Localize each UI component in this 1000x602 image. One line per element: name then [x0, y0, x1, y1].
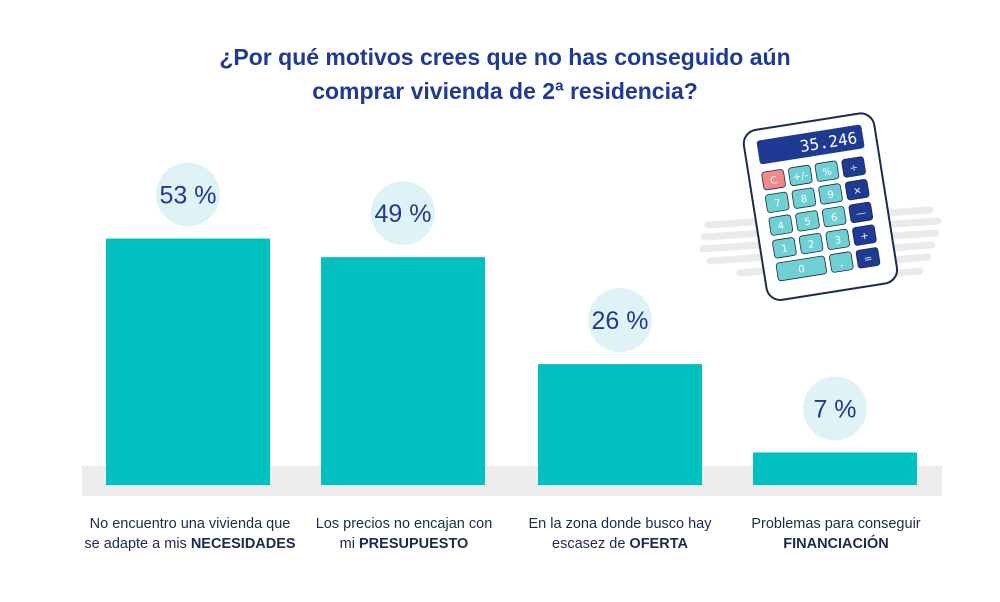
category-label-3-line-2: escasez de	[552, 536, 630, 552]
calc-key-14	[825, 228, 850, 250]
calc-key-label-14: 3	[834, 235, 842, 247]
category-label-2: Los precios no encajan con mi PRESUPUEST…	[284, 514, 524, 554]
category-label-1-line-1: No encuentro una vivienda que	[89, 516, 291, 532]
value-label-4: 7 %	[813, 395, 856, 423]
calc-key-label-0: C	[770, 175, 779, 187]
category-label-2-keyword: PRESUPUESTO	[359, 536, 469, 552]
title-line-1: ¿Por qué motivos crees que no has conseg…	[219, 44, 791, 70]
value-label-1: 53 %	[160, 182, 217, 210]
calc-key-label-2: %	[822, 167, 833, 179]
calc-key-label-12: 1	[781, 243, 789, 255]
calc-key-9	[795, 210, 820, 232]
title-line-2: comprar vivienda de 2ª residencia?	[312, 78, 698, 104]
calc-key-label-7: ×	[852, 185, 862, 197]
calc-key-label-4: 7	[773, 198, 781, 210]
bar-1	[106, 238, 270, 485]
calc-key-8	[768, 214, 794, 236]
calc-key-17	[829, 251, 854, 273]
calc-key-18	[855, 247, 881, 269]
category-label-2-line-2: mi	[339, 536, 359, 552]
value-label-3: 26 %	[592, 307, 649, 335]
category-label-4-line-1: Problemas para conseguir	[751, 516, 921, 532]
calc-key-label-10: 6	[830, 212, 838, 224]
category-label-1-keyword: NECESIDADES	[190, 536, 296, 552]
calc-key-10	[821, 206, 847, 228]
category-label-1: No encuentro una vivienda que se adapte …	[70, 514, 310, 554]
calc-key-15	[852, 224, 877, 246]
calc-key-0	[761, 169, 786, 191]
calc-key-label-3: ÷	[849, 162, 859, 174]
bar-3	[538, 364, 702, 485]
value-bubble-1	[156, 162, 220, 227]
calculator-screen	[756, 124, 865, 165]
value-label-2: 49 %	[375, 200, 432, 228]
calc-key-4	[764, 191, 790, 213]
chart-title: ¿Por qué motivos crees que no has conseg…	[0, 40, 1000, 108]
category-label-4: Problemas para conseguir FINANCIACIÓN	[716, 514, 956, 554]
category-label-1-line-2: se adapte a mis	[84, 536, 191, 552]
calc-key-label-11: —	[855, 208, 867, 220]
calc-key-6	[818, 183, 843, 205]
value-bubble-4	[803, 376, 867, 441]
calc-key-1	[788, 164, 813, 187]
category-label-3: En la zona donde busco hay escasez de OF…	[500, 514, 740, 554]
bar-4	[753, 452, 917, 485]
category-label-3-keyword: OFERTA	[629, 536, 688, 552]
calculator-body-group: 35.246 C +/-% ÷7 8 9 ×4 5 6 —1 2 3 +0, =	[742, 112, 899, 301]
calc-key-label-16: 0	[798, 264, 806, 276]
calc-key-2	[814, 160, 840, 182]
calc-key-label-1: +/-	[792, 170, 809, 183]
calc-key-label-6: 9	[827, 189, 835, 201]
calc-key-16	[775, 255, 827, 282]
calc-key-label-15: +	[860, 231, 870, 243]
calc-key-label-17: ,	[839, 258, 844, 269]
category-label-3-line-1: En la zona donde busco hay	[528, 516, 712, 532]
calculator-keypad: C +/-% ÷ 7 8 9 × 4 5 6 — 1 2 3 +0, =	[761, 156, 881, 282]
calc-key-5	[791, 187, 817, 209]
value-bubble-2	[371, 181, 435, 246]
calc-key-3	[841, 156, 866, 178]
calc-key-12	[772, 237, 797, 259]
value-bubble-3	[588, 288, 652, 353]
bar-2	[321, 257, 485, 485]
calc-key-label-9: 5	[804, 216, 812, 228]
calculator-illustration: 35.246 C +/-% ÷7 8 9 ×4 5 6 —1 2 3 +0, =	[700, 112, 942, 301]
calc-key-label-5: 8	[800, 194, 808, 206]
calc-key-label-13: 2	[807, 239, 815, 251]
category-label-4-keyword: FINANCIACIÓN	[783, 536, 889, 552]
calc-key-11	[848, 201, 874, 224]
calc-key-13	[798, 233, 824, 255]
calc-key-label-8: 4	[777, 221, 785, 233]
calc-key-7	[844, 179, 870, 201]
category-label-2-line-1: Los precios no encajan con	[315, 516, 493, 532]
calc-key-label-18: =	[863, 253, 873, 265]
